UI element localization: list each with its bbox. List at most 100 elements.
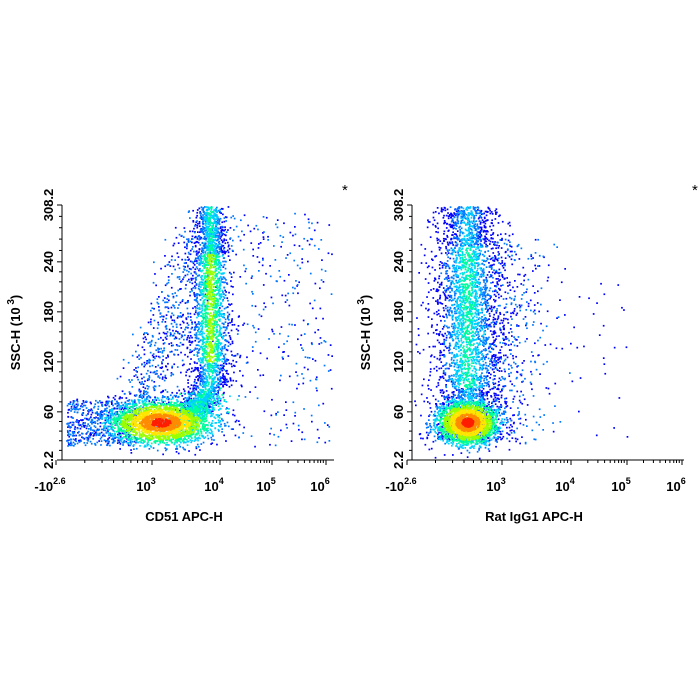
event-dot [311, 238, 313, 241]
event-dot [199, 238, 202, 240]
event-dot [129, 444, 131, 447]
event-dot [203, 301, 205, 304]
event-dot [195, 326, 197, 328]
event-dot [97, 417, 99, 419]
event-dot [227, 206, 230, 208]
event-dot [217, 354, 219, 356]
event-dot [184, 431, 187, 433]
event-dot [203, 237, 206, 240]
event-dot [183, 262, 186, 264]
event-dot [172, 314, 175, 317]
event-dot [222, 335, 224, 338]
event-dot [73, 400, 76, 402]
event-dot [223, 422, 226, 425]
event-dot [123, 409, 126, 411]
event-dot [196, 300, 198, 302]
event-dot [165, 449, 167, 452]
event-dot [286, 340, 288, 343]
event-dot [122, 429, 124, 432]
event-dot [225, 440, 227, 442]
event-dot [209, 213, 212, 215]
event-dot [101, 404, 103, 406]
event-dot [274, 444, 277, 447]
event-dot [110, 414, 112, 417]
event-dot [176, 441, 178, 444]
event-dot [209, 247, 211, 249]
event-dot [221, 305, 224, 308]
event-dot [188, 413, 191, 415]
event-dot [285, 257, 287, 259]
event-dot [167, 307, 170, 310]
event-dot [192, 393, 194, 395]
event-dot [286, 299, 289, 301]
event-dot [318, 248, 320, 250]
event-dot [104, 426, 106, 429]
event-dot [157, 321, 159, 324]
event-dot [141, 346, 144, 349]
event-dot [149, 321, 152, 323]
event-dot [185, 284, 187, 286]
event-dot [235, 361, 238, 363]
event-dot [202, 290, 205, 293]
event-dot [201, 426, 204, 428]
event-dot [157, 402, 159, 404]
event-dot [201, 360, 204, 362]
event-dot [220, 212, 222, 214]
event-dot [151, 339, 153, 342]
event-dot [72, 400, 75, 402]
event-dot [198, 333, 200, 336]
event-dot [191, 399, 194, 402]
event-dot [209, 428, 212, 431]
event-dot [180, 334, 183, 336]
event-dot [223, 281, 225, 284]
event-dot [145, 390, 148, 393]
event-dot [89, 421, 92, 424]
event-dot [111, 433, 114, 435]
event-dot [194, 434, 197, 436]
event-dot [108, 417, 110, 420]
event-dot [203, 437, 205, 439]
event-dot [219, 343, 222, 346]
event-dot [215, 224, 218, 226]
event-dot [267, 235, 269, 238]
event-dot [173, 353, 175, 356]
event-dot [204, 264, 206, 266]
event-dot [219, 367, 222, 370]
event-dot [219, 227, 222, 230]
event-dot [159, 351, 162, 353]
event-dot [106, 429, 109, 431]
event-dot [111, 407, 113, 410]
event-dot [237, 329, 240, 332]
event-dot [208, 232, 211, 234]
event-dot [196, 226, 199, 229]
event-dot [201, 289, 203, 291]
event-dot [192, 391, 194, 394]
event-dot [156, 298, 159, 300]
event-dot [101, 414, 104, 417]
event-dot [238, 436, 240, 439]
event-dot [226, 407, 228, 409]
event-dot [125, 403, 128, 405]
event-dot [205, 229, 208, 231]
event-dot [233, 229, 235, 231]
event-dot [200, 324, 203, 326]
event-dot [148, 448, 151, 450]
event-dot [218, 265, 221, 267]
event-dot [232, 239, 234, 242]
event-dot [202, 225, 204, 228]
event-dot [174, 292, 176, 294]
event-dot [201, 399, 204, 402]
event-dot [199, 281, 201, 284]
event-dot [194, 334, 197, 337]
event-dot [209, 395, 211, 397]
event-dot [209, 230, 212, 233]
event-dot [233, 271, 235, 274]
event-dot [200, 257, 203, 260]
event-dot [156, 327, 159, 330]
event-dot [212, 340, 214, 342]
event-dot [206, 219, 208, 222]
event-dot [269, 432, 271, 435]
event-dot [281, 241, 283, 243]
event-dot [216, 234, 219, 237]
event-dot [214, 251, 217, 254]
